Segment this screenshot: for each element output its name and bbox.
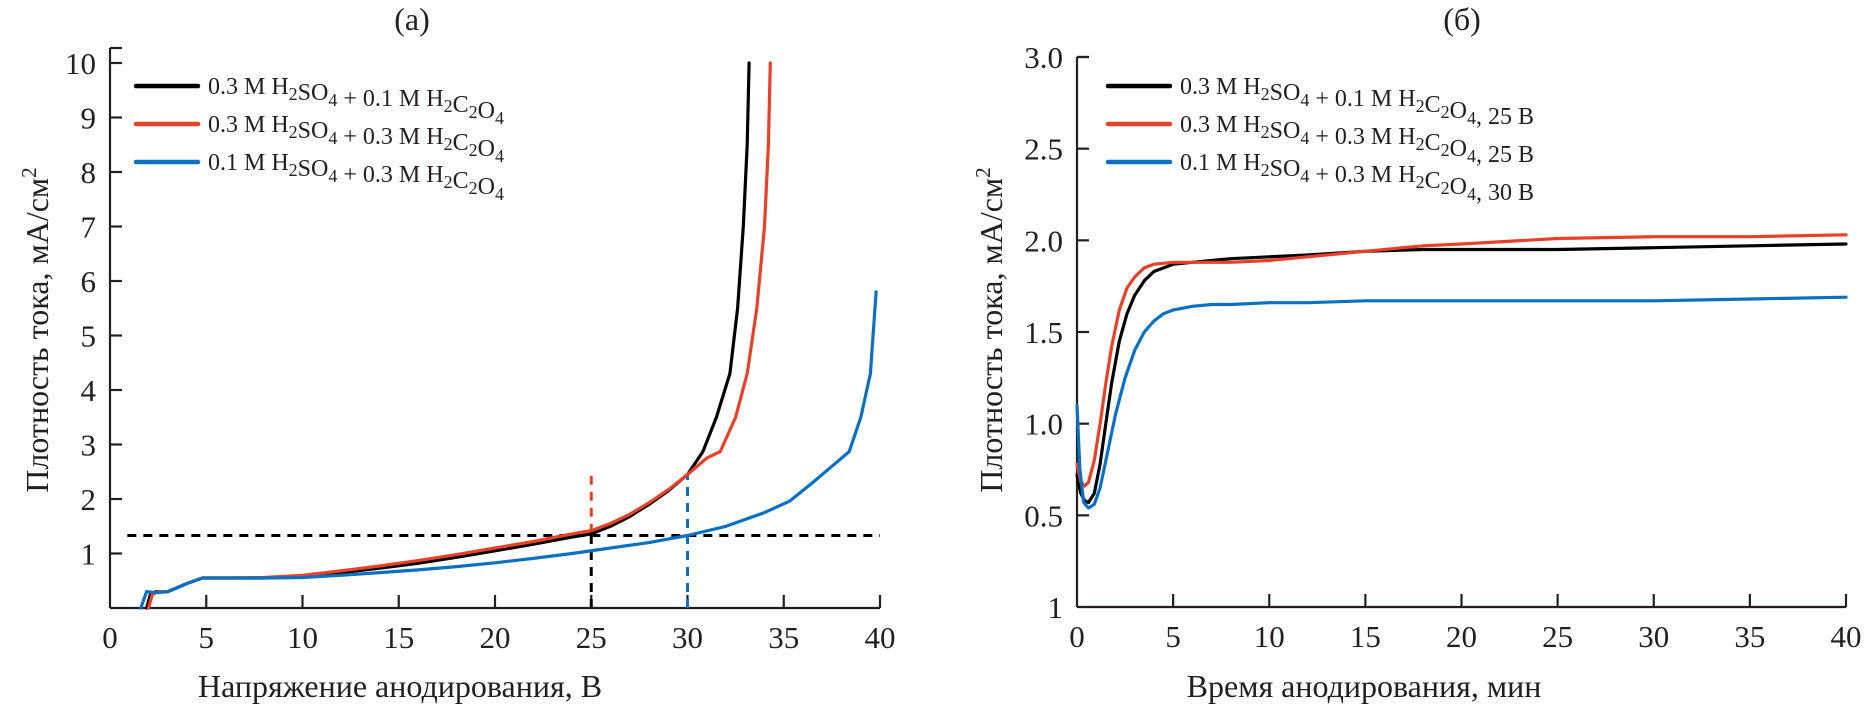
legend-label: 0.1 M H2SO4 + 0.3 M H2C2O4, 30 В: [1180, 150, 1534, 206]
panel-b: (б) 0 5 10 15 20 25 30 35 40 1 0.5 1.0 1.5 2.0 2.5 3.0 Вр…: [971, 1, 1862, 704]
y-tick-label: 7: [81, 210, 97, 245]
y-tick-label: 0.5: [1024, 498, 1063, 533]
y-tick-label: 10: [65, 46, 96, 81]
y-tick-label: 6: [81, 264, 97, 299]
x-axis-title: Напряжение анодирования, В: [198, 668, 602, 704]
y-axis-title: Плотность тока, мА/см2: [971, 167, 1009, 492]
x-tick-label: 40: [1831, 619, 1862, 654]
x-tick-label: 5: [199, 620, 215, 655]
legend-label: 0.3 M H2SO4 + 0.1 M H2C2O4: [208, 74, 504, 128]
series-line-1: [1075, 242, 1848, 505]
y-tick-label: 9: [81, 101, 97, 136]
panel-label: (б): [1443, 1, 1481, 37]
x-tick-label: 25: [576, 620, 607, 655]
x-tick-label: 30: [1638, 619, 1669, 654]
x-axis-title: Время анодирования, мин: [1187, 668, 1542, 704]
y-tick-label: 1.0: [1024, 407, 1063, 442]
y-tick-label: 8: [81, 155, 97, 190]
panel-a: (а) 0 5 10 15 20 25 30 35 40 1 2 3 4 5 6 7 8 9 10 Напряжение…: [17, 1, 896, 704]
y-axis-title: Плотность тока, мА/см2: [17, 167, 55, 492]
y-tick-label: 1: [81, 537, 97, 572]
x-tick-label: 35: [1734, 619, 1765, 654]
series-line-2: [1075, 233, 1848, 488]
x-tick-label: 0: [1069, 619, 1085, 654]
y-tick-label: 1.5: [1024, 315, 1063, 350]
y-tick-label: 4: [81, 373, 97, 408]
y-tick-label: 3.0: [1024, 40, 1063, 75]
x-tick-label: 10: [287, 620, 318, 655]
x-tick-label: 35: [768, 620, 799, 655]
legend-label: 0.3 M H2SO4 + 0.1 M H2C2O4, 25 В: [1180, 74, 1534, 130]
y-tick-label: 2: [81, 482, 97, 517]
y-tick-label: 5: [81, 319, 97, 354]
legend-label: 0.3 M H2SO4 + 0.3 M H2C2O4, 25 В: [1180, 112, 1534, 168]
y-tick-label: 3: [81, 428, 97, 463]
x-tick-label: 20: [480, 620, 511, 655]
x-tick-label: 10: [1254, 619, 1285, 654]
y-tick-label: 2.0: [1024, 223, 1063, 258]
legend-label: 0.1 M H2SO4 + 0.3 M H2C2O4: [208, 150, 504, 204]
series-line-3: [1075, 295, 1848, 510]
y-tick-label: 1: [1048, 590, 1064, 625]
x-tick-label: 20: [1446, 619, 1477, 654]
x-tick-label: 0: [102, 620, 118, 655]
x-tick-label: 15: [1350, 619, 1381, 654]
x-tick-label: 5: [1165, 619, 1181, 654]
y-tick-label: 2.5: [1024, 132, 1063, 167]
x-tick-label: 15: [383, 620, 414, 655]
x-tick-label: 40: [865, 620, 896, 655]
x-tick-label: 25: [1542, 619, 1573, 654]
legend-label: 0.3 M H2SO4 + 0.3 M H2C2O4: [208, 112, 504, 166]
x-tick-label: 30: [672, 620, 703, 655]
panel-label: (а): [394, 1, 430, 37]
series-line-3: [139, 290, 878, 610]
